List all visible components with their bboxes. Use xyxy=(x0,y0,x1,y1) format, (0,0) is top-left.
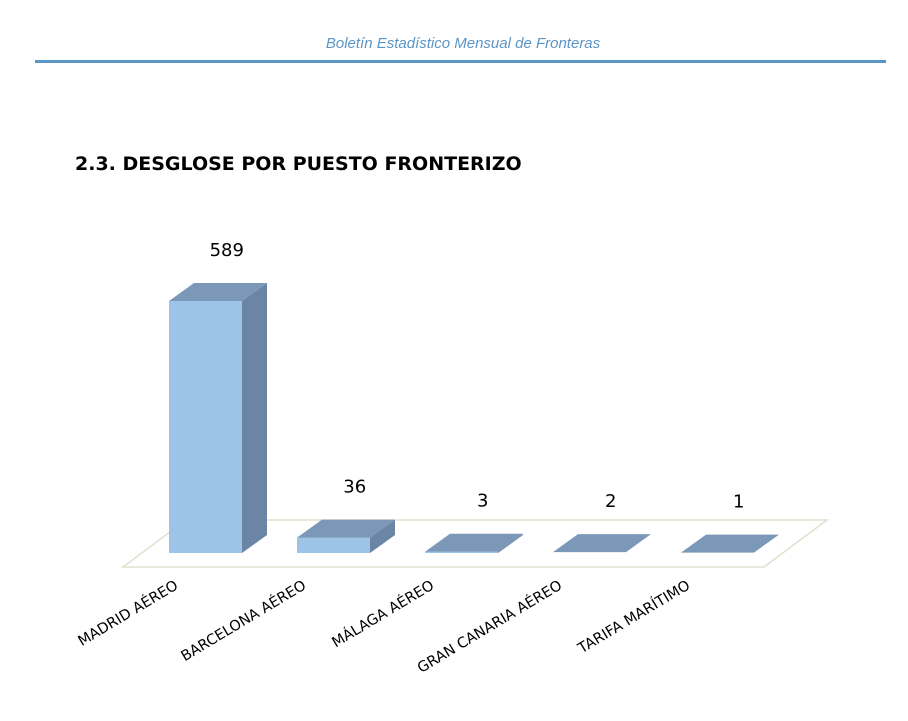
data-label: 1 xyxy=(733,492,744,513)
bar-front xyxy=(169,301,242,553)
data-label: 589 xyxy=(210,240,244,261)
bar-side xyxy=(498,533,523,553)
bar-top xyxy=(297,519,395,538)
bar-2 xyxy=(425,533,523,553)
category-label: MÁLAGA AÉREO xyxy=(329,577,437,651)
bar-front xyxy=(425,551,498,553)
data-label: 36 xyxy=(343,477,366,498)
data-label: 2 xyxy=(605,491,616,512)
data-label: 3 xyxy=(477,491,488,512)
category-label: TARIFA MARÍTIMO xyxy=(574,577,693,658)
bar-top xyxy=(681,534,779,553)
header-title: Boletín Estadístico Mensual de Fronteras xyxy=(325,35,601,52)
bar-1 xyxy=(297,519,395,553)
bar-0 xyxy=(169,283,267,553)
category-label: BARCELONA AÉREO xyxy=(178,577,309,665)
bar-front xyxy=(297,537,370,553)
bar-side xyxy=(242,283,267,553)
bar-3 xyxy=(553,534,651,553)
bar-top xyxy=(169,283,267,301)
bar-side xyxy=(370,519,395,553)
header-rule xyxy=(35,60,886,63)
bar-top xyxy=(553,534,651,553)
bar-4 xyxy=(681,534,779,553)
category-label: GRAN CANARIA AÉREO xyxy=(414,577,565,677)
section-title: 2.3. DESGLOSE POR PUESTO FRONTERIZO xyxy=(75,153,522,175)
bar-top xyxy=(425,533,523,552)
category-label: MADRID AÉREO xyxy=(75,577,181,650)
chart-floor xyxy=(120,519,830,568)
